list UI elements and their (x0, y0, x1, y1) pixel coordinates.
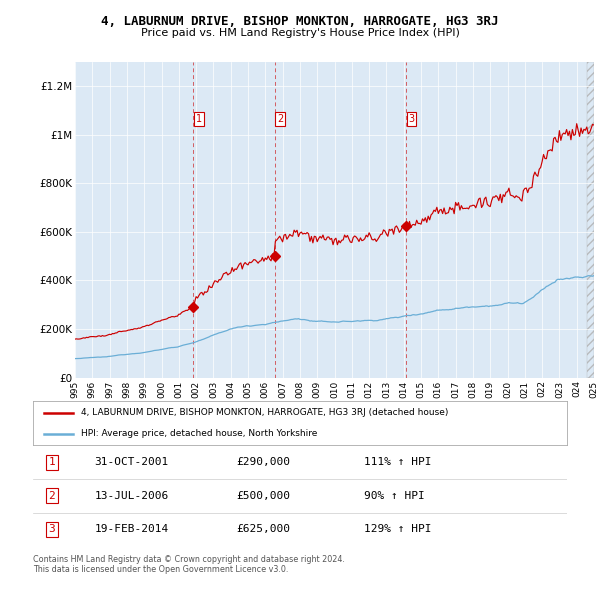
Text: 2: 2 (49, 491, 55, 501)
Text: £290,000: £290,000 (236, 457, 290, 467)
Text: 3: 3 (409, 114, 415, 124)
Text: 111% ↑ HPI: 111% ↑ HPI (364, 457, 431, 467)
Text: 2: 2 (277, 114, 283, 124)
Text: HPI: Average price, detached house, North Yorkshire: HPI: Average price, detached house, Nort… (81, 430, 317, 438)
Text: £500,000: £500,000 (236, 491, 290, 501)
Text: 3: 3 (49, 525, 55, 535)
Text: 129% ↑ HPI: 129% ↑ HPI (364, 525, 431, 535)
Text: Contains HM Land Registry data © Crown copyright and database right 2024.
This d: Contains HM Land Registry data © Crown c… (33, 555, 345, 574)
Text: Price paid vs. HM Land Registry's House Price Index (HPI): Price paid vs. HM Land Registry's House … (140, 28, 460, 38)
Text: £625,000: £625,000 (236, 525, 290, 535)
Text: 1: 1 (49, 457, 55, 467)
Text: 19-FEB-2014: 19-FEB-2014 (94, 525, 169, 535)
Text: 13-JUL-2006: 13-JUL-2006 (94, 491, 169, 501)
Text: 31-OCT-2001: 31-OCT-2001 (94, 457, 169, 467)
Text: 1: 1 (196, 114, 202, 124)
Text: 4, LABURNUM DRIVE, BISHOP MONKTON, HARROGATE, HG3 3RJ (detached house): 4, LABURNUM DRIVE, BISHOP MONKTON, HARRO… (81, 408, 448, 417)
Text: 4, LABURNUM DRIVE, BISHOP MONKTON, HARROGATE, HG3 3RJ: 4, LABURNUM DRIVE, BISHOP MONKTON, HARRO… (101, 15, 499, 28)
Text: 90% ↑ HPI: 90% ↑ HPI (364, 491, 425, 501)
